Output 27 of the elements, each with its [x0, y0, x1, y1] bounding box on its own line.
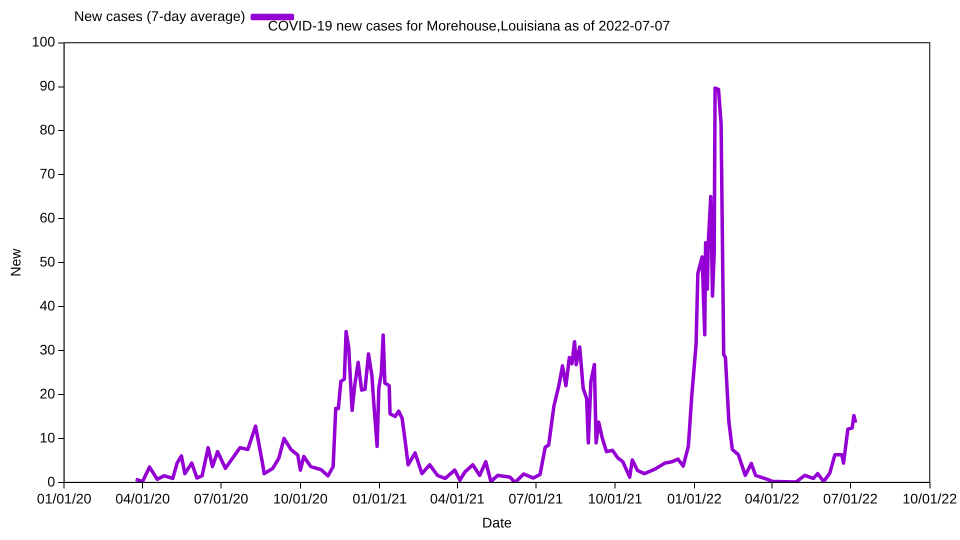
x-tick-label: 07/01/20 [194, 490, 249, 507]
y-tick-label: 40 [40, 297, 56, 314]
x-tick-label: 07/01/22 [823, 490, 878, 507]
x-tick-label: 07/01/21 [508, 490, 564, 507]
x-tick-label: 04/01/20 [115, 490, 170, 507]
x-tick-label: 10/01/22 [902, 490, 958, 507]
y-tick-label: 70 [40, 166, 56, 182]
x-tick-label: 04/01/21 [430, 490, 485, 507]
y-axis-title: New [7, 248, 24, 277]
y-tick-label: 80 [40, 122, 56, 138]
y-tick-label: 100 [32, 34, 56, 50]
y-tick-label: 50 [40, 253, 56, 270]
y-tick-label: 30 [40, 341, 56, 358]
x-tick-label: 01/01/20 [36, 490, 92, 507]
x-tick-label: 01/01/21 [352, 490, 408, 507]
y-tick-label: 60 [40, 210, 56, 226]
y-tick-label: 0 [47, 473, 56, 490]
x-tick-label: 10/01/21 [588, 490, 643, 507]
y-tick-label: 90 [40, 78, 56, 94]
x-tick-label: 10/01/20 [273, 490, 328, 507]
y-tick-label: 10 [40, 429, 56, 446]
y-tick-label: 20 [40, 385, 56, 402]
x-axis-title: Date [482, 514, 512, 530]
chart-title: COVID-19 new cases for Morehouse,Louisiana as of 2022-07-07 [268, 17, 670, 34]
x-tick-label: 04/01/22 [744, 490, 800, 507]
legend-label: New cases (7-day average) [74, 8, 246, 24]
x-tick-label: 01/01/22 [667, 490, 722, 507]
